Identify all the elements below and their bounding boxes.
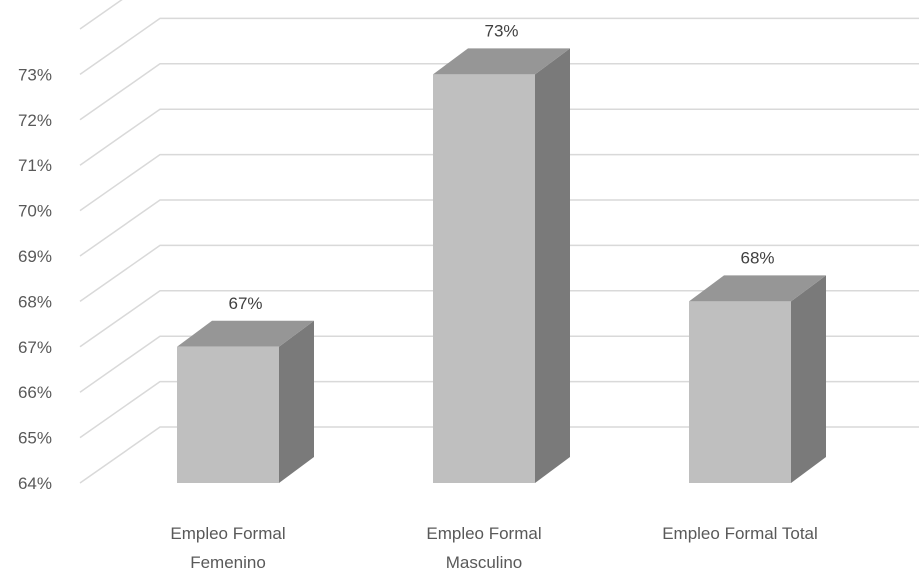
bar-front xyxy=(433,74,535,484)
gridline xyxy=(79,426,919,484)
gridline xyxy=(79,199,919,257)
x-category-label: Empleo Formal Masculino xyxy=(426,524,541,572)
gridline xyxy=(79,17,919,76)
gridline xyxy=(79,290,919,348)
y-tick-label: 72% xyxy=(18,111,52,130)
y-tick-label: 68% xyxy=(18,292,52,311)
data-label: 73% xyxy=(484,21,518,40)
bar xyxy=(689,275,826,483)
bar xyxy=(433,48,570,484)
y-tick-label: 64% xyxy=(18,474,52,493)
bars xyxy=(177,48,826,484)
gridline xyxy=(79,63,919,121)
bar-front xyxy=(689,301,791,483)
data-labels: 67% 73% 68% xyxy=(228,21,774,312)
gridline xyxy=(79,153,919,212)
y-tick-label: 69% xyxy=(18,247,52,266)
gridline xyxy=(79,244,919,303)
bar-top xyxy=(689,275,826,302)
bar-side xyxy=(279,320,314,483)
bar-side xyxy=(535,48,570,484)
gridline xyxy=(79,108,919,166)
y-tick-label: 67% xyxy=(18,338,52,357)
bar-top xyxy=(433,48,570,75)
y-tick-label: 71% xyxy=(18,156,52,175)
x-axis: Empleo Formal Femenino Empleo Formal Mascul… xyxy=(170,524,817,572)
data-label: 68% xyxy=(740,248,774,267)
gridline xyxy=(79,335,919,393)
bar-top xyxy=(177,320,314,347)
y-tick-label: 65% xyxy=(18,429,52,448)
y-axis: 64% 65% 66% 67% 68% 69% 70% 71% 72% 73% xyxy=(18,65,52,493)
bar-side xyxy=(791,275,826,483)
x-category-label: Empleo Formal Femenino xyxy=(170,524,285,572)
data-label: 67% xyxy=(228,294,262,313)
gridline xyxy=(79,380,919,439)
gridlines xyxy=(79,0,919,484)
y-tick-label: 73% xyxy=(18,65,52,84)
bar-front xyxy=(177,346,279,483)
x-category-label: Empleo Formal Total xyxy=(662,524,818,543)
y-tick-label: 70% xyxy=(18,202,52,221)
gridline xyxy=(79,0,123,30)
y-tick-label: 66% xyxy=(18,383,52,402)
bar xyxy=(177,320,314,483)
